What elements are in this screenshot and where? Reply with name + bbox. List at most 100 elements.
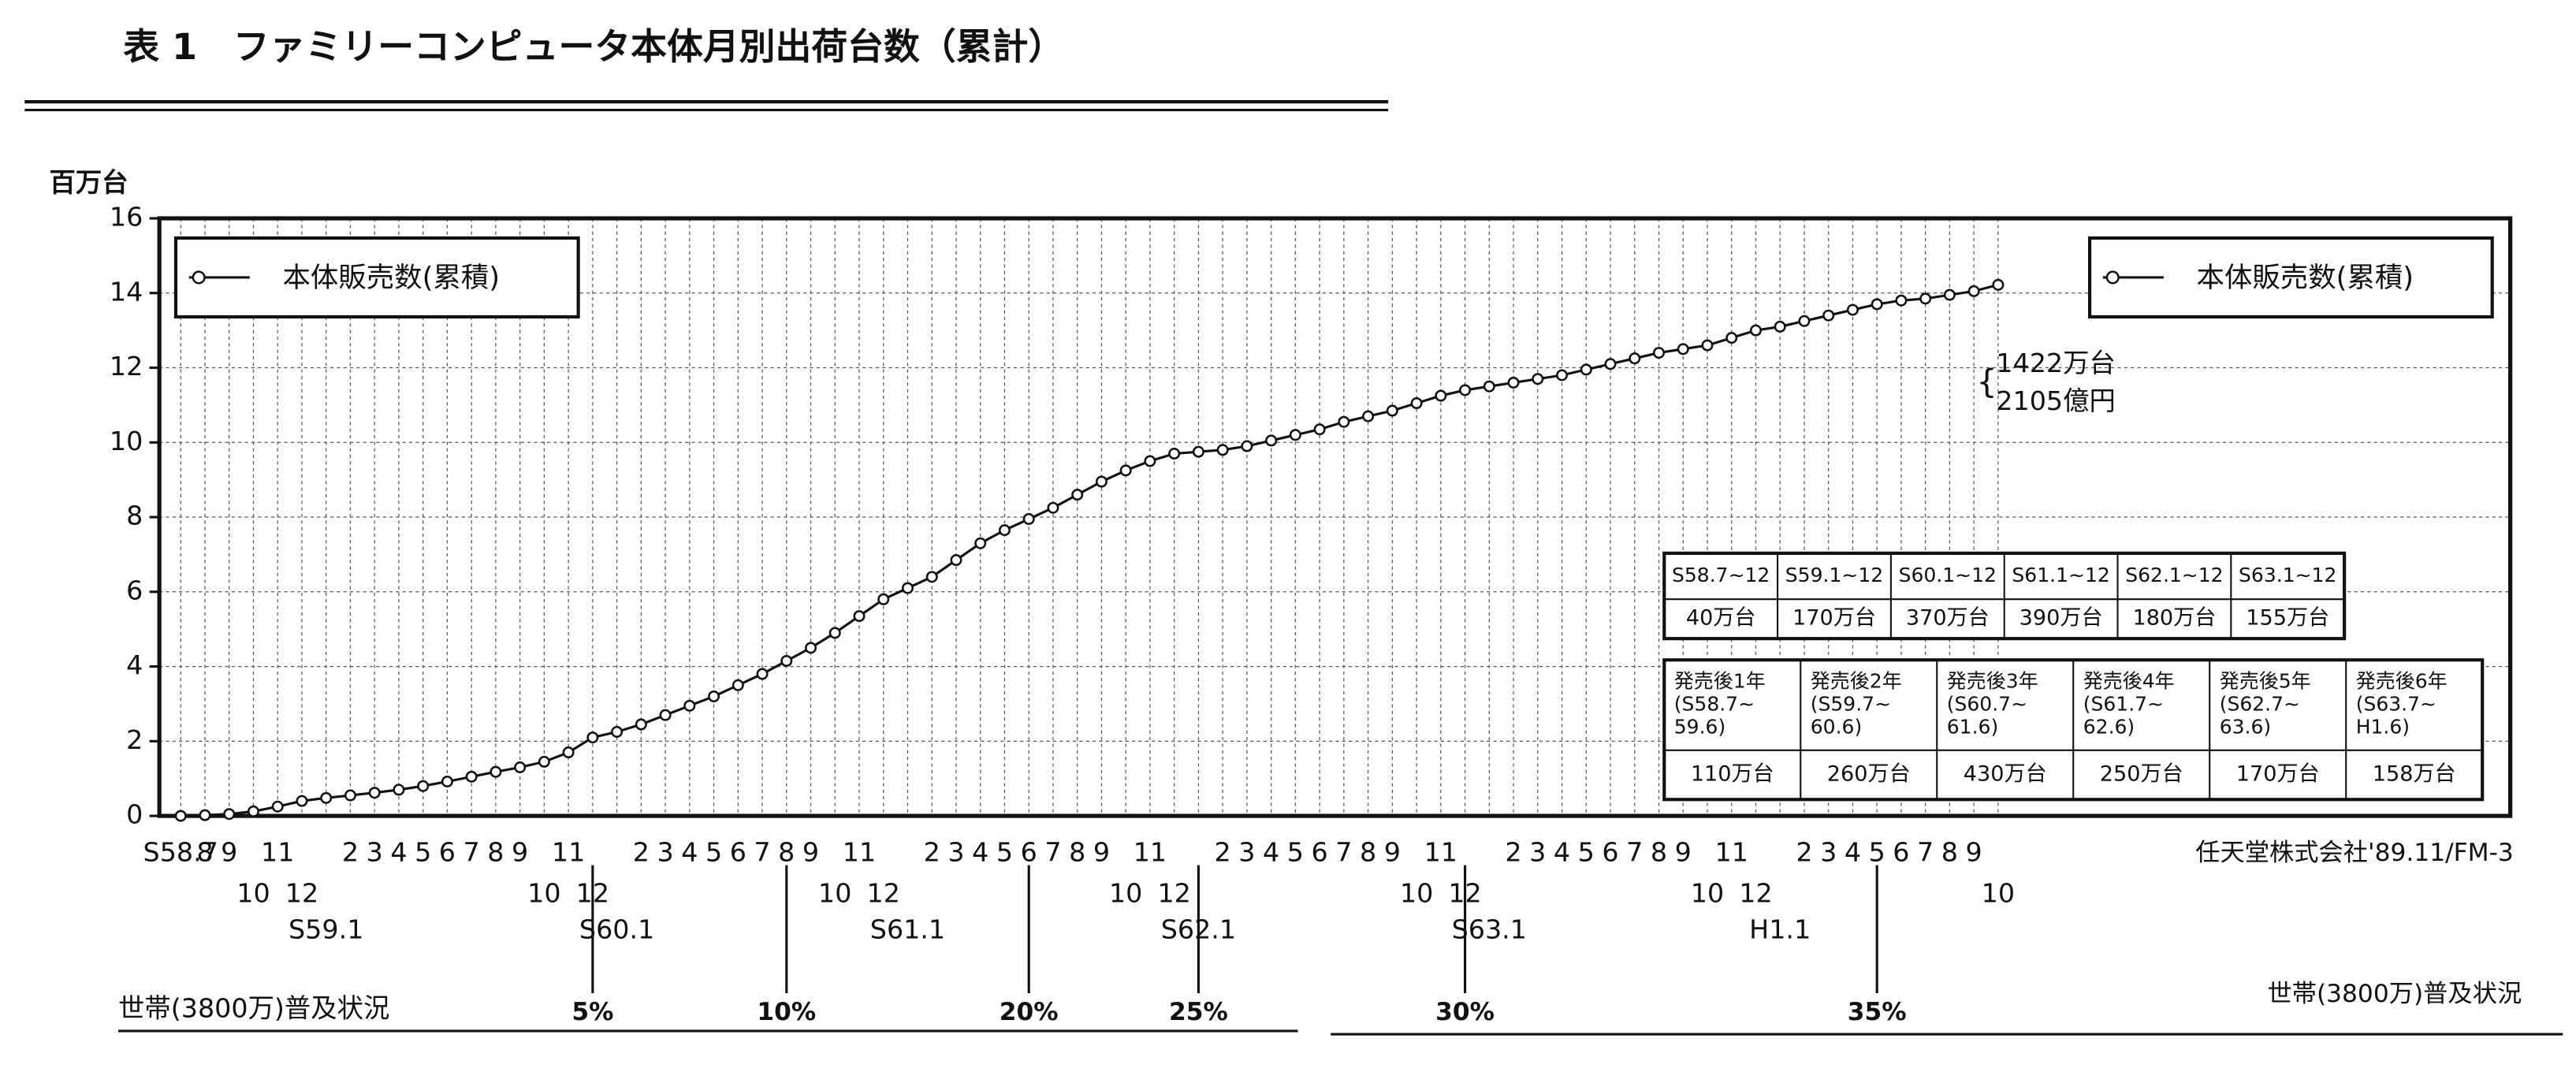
- point: [1895, 294, 1908, 307]
- point: [1386, 404, 1398, 417]
- x-tick-label: S63.1: [1452, 914, 1527, 944]
- point: [514, 761, 527, 774]
- point: [780, 654, 793, 667]
- point: [1022, 512, 1035, 525]
- x-tick-label: 7: [1335, 837, 1352, 868]
- x-tick-label: 2: [342, 837, 359, 868]
- table-cell: 40万台: [1686, 606, 1756, 631]
- point: [1483, 380, 1495, 393]
- point: [998, 524, 1011, 537]
- point: [805, 642, 817, 654]
- table-header: S62.1~12: [2125, 564, 2223, 586]
- x-tick-label: 4: [390, 837, 407, 868]
- table-header: 発売後2年: [1811, 669, 1902, 692]
- point: [1774, 320, 1786, 333]
- legend-marker: [192, 270, 206, 285]
- point: [1725, 332, 1738, 344]
- legend-marker: [2105, 270, 2120, 285]
- x-tick-label: 4: [1263, 837, 1279, 868]
- x-tick-label: 10: [527, 878, 560, 909]
- x-tick-label: 12: [1739, 878, 1772, 909]
- point: [1967, 285, 1980, 297]
- point: [853, 610, 865, 623]
- point: [393, 784, 405, 796]
- x-tick-label: 3: [367, 837, 383, 868]
- point: [417, 780, 430, 792]
- point: [1992, 278, 2005, 291]
- point: [1943, 288, 1956, 301]
- x-tick-label: 10: [1400, 878, 1433, 909]
- y-tick-label: 8: [126, 501, 143, 531]
- point: [1047, 501, 1059, 514]
- penetration-label: 世帯(3800万)普及状況: [118, 992, 389, 1023]
- x-tick-label: S60.1: [579, 914, 654, 944]
- x-tick-label: 11: [1715, 837, 1748, 868]
- point: [756, 668, 769, 680]
- x-tick-label: 4: [972, 837, 988, 868]
- x-tick-label: 11: [1134, 837, 1167, 868]
- point: [950, 554, 962, 567]
- point: [828, 627, 841, 639]
- table-cell: 180万台: [2132, 606, 2216, 631]
- table-header: 62.6): [2083, 716, 2135, 739]
- point: [974, 537, 987, 549]
- point: [1459, 384, 1472, 396]
- x-tick-label: 9: [1093, 837, 1110, 868]
- x-tick-label: 2: [924, 837, 940, 868]
- table-cell: 260万台: [1827, 762, 1911, 787]
- x-tick-label: 8: [1360, 837, 1376, 868]
- point: [1095, 475, 1107, 488]
- table-header: 60.6): [1811, 716, 1862, 739]
- x-tick-label: 8: [487, 837, 504, 868]
- x-tick-label: 8: [1941, 837, 1958, 868]
- table-header: 発売後3年: [1947, 669, 2038, 692]
- point: [1580, 363, 1592, 376]
- table-header: 61.6): [1947, 716, 1998, 739]
- point: [1144, 455, 1156, 467]
- x-tick-label: 9: [512, 837, 528, 868]
- point: [320, 791, 333, 804]
- x-tick-label: 5: [1869, 837, 1885, 868]
- x-tick-label: 2: [1215, 837, 1231, 868]
- point: [1313, 423, 1326, 436]
- point: [296, 795, 308, 807]
- x-tick-label: 3: [657, 837, 673, 868]
- table-header: (S63.7~: [2356, 693, 2436, 716]
- table-header: 発売後4年: [2083, 669, 2175, 692]
- x-tick-label: 9: [1966, 837, 1982, 868]
- brace: {: [1976, 362, 1997, 400]
- point: [1822, 309, 1835, 322]
- point: [1629, 352, 1641, 365]
- penetration-label: 世帯(3800万)普及状況: [2267, 980, 2522, 1008]
- x-tick-label: 12: [1157, 878, 1190, 909]
- point: [538, 755, 550, 768]
- x-tick-label: 3: [1238, 837, 1255, 868]
- x-tick-label: S58.7: [143, 837, 218, 868]
- table-header: S61.1~12: [2012, 564, 2109, 586]
- point: [1798, 315, 1811, 327]
- x-tick-label: 12: [867, 878, 900, 909]
- y-axis-label: 百万台: [50, 167, 128, 198]
- point: [174, 810, 187, 822]
- y-tick-label: 2: [126, 724, 143, 755]
- y-tick-label: 14: [110, 276, 143, 307]
- table-header: (S62.7~: [2220, 693, 2300, 716]
- x-tick-label: 9: [1675, 837, 1692, 868]
- point: [877, 593, 890, 605]
- point: [1871, 298, 1883, 311]
- x-tick-label: 9: [221, 837, 237, 868]
- point: [1507, 376, 1520, 389]
- x-tick-label: 5: [415, 837, 431, 868]
- x-tick-label: 3: [947, 837, 964, 868]
- x-tick-label: 10: [1982, 878, 2015, 909]
- x-tick-label: 8: [1069, 837, 1085, 868]
- point: [441, 776, 453, 788]
- x-tick-label: 10: [236, 878, 270, 909]
- x-tick-label: 4: [1845, 837, 1861, 868]
- table-header: 発売後6年: [2356, 669, 2448, 692]
- point: [731, 679, 744, 691]
- x-tick-label: S61.1: [870, 914, 945, 944]
- point: [1919, 292, 1932, 305]
- y-tick-label: 6: [126, 575, 143, 605]
